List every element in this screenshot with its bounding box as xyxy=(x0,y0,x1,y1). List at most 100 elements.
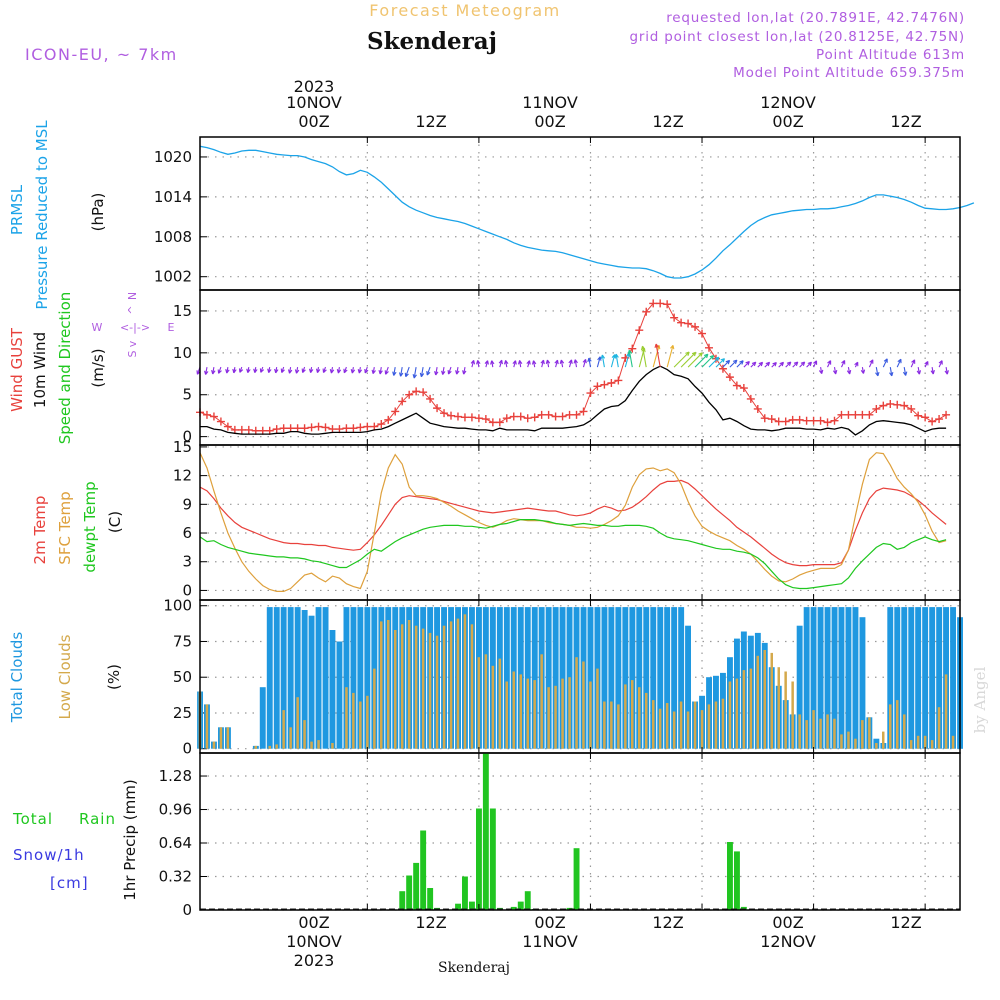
low-clouds-bar xyxy=(428,632,432,749)
total-clouds-bar xyxy=(559,607,566,749)
low-clouds-bar xyxy=(868,717,871,749)
compass-east: E xyxy=(168,321,175,334)
gust-point xyxy=(474,414,483,423)
gust-point xyxy=(223,422,232,431)
y-tick-label: 1014 xyxy=(154,188,192,206)
gust-point xyxy=(370,422,379,431)
label-1hr-precip: 1hr Precip (mm) xyxy=(121,779,139,900)
wind-direction-arrow xyxy=(832,367,838,375)
wind-direction-arrow xyxy=(708,356,720,368)
wind-direction-arrow xyxy=(253,367,258,374)
wind-direction-arrow xyxy=(722,359,731,368)
bottom-hour-label-1: 00Z xyxy=(298,913,329,932)
total-clouds-bar xyxy=(615,607,622,749)
low-clouds-bar xyxy=(407,620,411,749)
total-clouds-bar xyxy=(587,607,594,749)
gust-point xyxy=(230,425,239,434)
gust-point xyxy=(488,418,497,427)
total-clouds-bar xyxy=(671,607,678,749)
gust-point xyxy=(300,424,309,433)
low-clouds-bar xyxy=(923,735,927,749)
total-clouds-bar xyxy=(838,607,845,749)
y-tick-label: 0.96 xyxy=(159,801,192,819)
wind-direction-arrow xyxy=(910,359,916,368)
gust-point xyxy=(321,423,330,432)
gust-point xyxy=(725,373,734,382)
wind-direction-arrow xyxy=(916,367,922,375)
bottom-date-label-2: 11NOV xyxy=(522,932,578,951)
rain-bar xyxy=(406,875,413,910)
header-requested: requested lon,lat (20.7891E, 42.7476N) xyxy=(666,10,965,26)
gust-point xyxy=(593,382,602,391)
gust-point xyxy=(342,424,351,433)
wind-direction-arrow xyxy=(434,367,439,376)
y-tick-label: 25 xyxy=(173,704,192,722)
wind-direction-arrow xyxy=(498,359,503,368)
wind-direction-arrow xyxy=(526,360,531,368)
top-hour-label-2: 12Z xyxy=(415,112,446,131)
wind-direction-arrow xyxy=(238,366,244,373)
wind-direction-arrow xyxy=(559,359,565,368)
wind-line xyxy=(200,365,947,436)
low-clouds-bar xyxy=(533,680,536,749)
top-date-label-1: 10NOV xyxy=(286,93,342,112)
low-clouds-bar xyxy=(617,704,620,749)
header-gridpoint: grid point closest lon,lat (20.8125E, 42… xyxy=(629,29,965,45)
gust-point xyxy=(893,400,902,409)
low-clouds-bar xyxy=(289,727,292,749)
gust-point xyxy=(718,364,727,373)
low-clouds-bar xyxy=(896,700,899,749)
low-clouds-bar xyxy=(658,708,662,749)
total-clouds-bar xyxy=(824,607,831,749)
low-clouds-bar xyxy=(366,695,369,749)
header-model-altitude: Model Point Altitude 659.375m xyxy=(733,65,965,81)
low-clouds-bar xyxy=(679,701,683,749)
wind-direction-arrow xyxy=(687,352,703,368)
gust-point xyxy=(453,412,462,421)
low-clouds-bar xyxy=(624,684,627,749)
low-clouds-bar xyxy=(756,655,759,749)
low-clouds-bar xyxy=(498,658,502,749)
label-speed-direction: Speed and Direction xyxy=(56,292,74,445)
wind-direction-arrow xyxy=(743,360,750,368)
low-clouds-bar xyxy=(791,681,794,749)
gust-point xyxy=(258,426,267,435)
wind-direction-arrow xyxy=(470,359,476,368)
low-clouds-bar xyxy=(387,620,390,749)
wind-direction-arrow xyxy=(274,367,279,374)
gust-point xyxy=(844,410,853,419)
top-hour-label-6: 12Z xyxy=(890,112,921,131)
low-clouds-bar xyxy=(212,741,216,749)
y-tick-label: 100 xyxy=(163,597,192,615)
bottom-date-label-1: 10NOV xyxy=(286,932,342,951)
total-clouds-bar xyxy=(329,630,336,749)
gust-point xyxy=(677,318,686,327)
low-clouds-bar xyxy=(505,681,508,749)
label-10m-wind: 10m Wind xyxy=(31,332,49,408)
total-clouds-bar xyxy=(894,607,901,749)
low-clouds-bar xyxy=(205,704,209,749)
wind-direction-arrow xyxy=(868,359,874,368)
top-hour-label-4: 12Z xyxy=(652,112,683,131)
total-clouds-bar xyxy=(524,607,531,749)
wind-direction-arrow xyxy=(729,359,738,368)
gust-point xyxy=(921,413,930,422)
dewpt-line xyxy=(199,519,947,590)
label-total: Total xyxy=(12,810,53,828)
wind-direction-arrow xyxy=(799,361,806,368)
rain-bar xyxy=(727,842,733,910)
label-2m-temp: 2m Temp xyxy=(31,496,49,565)
label-sfc-temp: SFC Temp xyxy=(56,491,74,564)
wind-direction-arrow xyxy=(441,367,446,375)
total-clouds-bar xyxy=(364,607,371,749)
total-clouds-bar xyxy=(622,607,629,749)
wind-direction-arrow xyxy=(600,354,606,368)
top-date-label-3: 12NOV xyxy=(760,93,816,112)
low-clouds-bar xyxy=(484,654,488,749)
bottom-year-label: 2023 xyxy=(294,951,335,970)
wind-direction-arrow xyxy=(750,361,757,368)
gust-point xyxy=(830,416,839,425)
low-clouds-bar xyxy=(345,687,348,749)
rain-bar xyxy=(413,862,420,910)
total-clouds-bar xyxy=(796,625,803,749)
